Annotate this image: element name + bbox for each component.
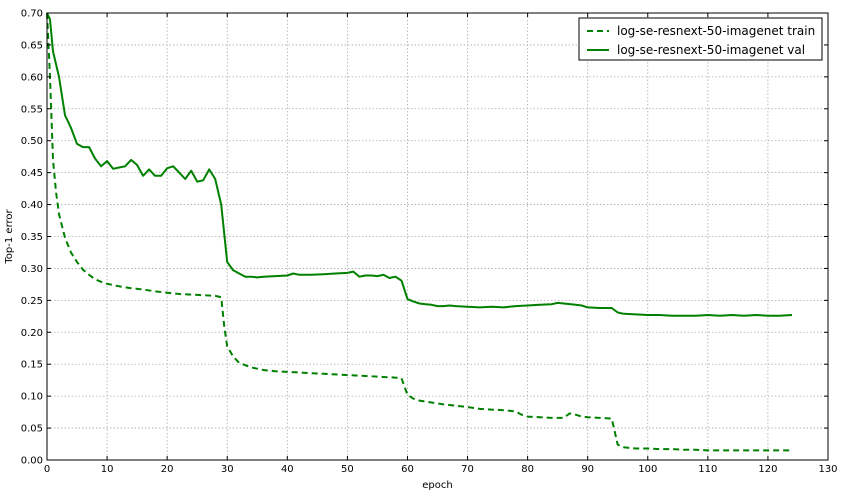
y-tick-label: 0.10 xyxy=(21,392,43,403)
y-tick-label: 0.20 xyxy=(21,328,43,339)
x-tick-label: 120 xyxy=(758,464,777,475)
x-tick-label: 80 xyxy=(521,464,534,475)
legend-entry-val: log-se-resnext-50-imagenet val xyxy=(617,43,805,57)
y-tick-label: 0.60 xyxy=(21,72,43,83)
grid xyxy=(47,13,828,460)
series-line-train xyxy=(46,12,792,452)
x-tick-label: 100 xyxy=(638,464,657,475)
legend-entry-train: log-se-resnext-50-imagenet train xyxy=(617,24,815,38)
x-tick-label: 110 xyxy=(698,464,717,475)
y-tick-label: 0.40 xyxy=(21,200,43,211)
y-tick-label: 0.25 xyxy=(21,296,43,307)
y-tick-label: 0.65 xyxy=(21,40,43,51)
x-tick-label: 130 xyxy=(818,464,837,475)
y-tick-label: 0.70 xyxy=(21,9,43,20)
x-tick-label: 0 xyxy=(44,464,50,475)
x-tick-label: 90 xyxy=(581,464,594,475)
y-axis-label: Top-1 error xyxy=(4,208,15,264)
plot-frame xyxy=(46,12,829,461)
y-tick-label: 0.00 xyxy=(21,456,43,467)
x-tick-label: 60 xyxy=(401,464,414,475)
y-tick-label: 0.30 xyxy=(21,264,43,275)
series-line-val xyxy=(46,12,793,317)
axis-ticks: 0 10 20 30 40 50 60 70 80 90 100 110 120 130 0.00 0.05 0… xyxy=(21,9,838,476)
legend: log-se-resnext-50-imagenet train log-se-… xyxy=(578,17,823,61)
y-tick-label: 0.35 xyxy=(21,232,43,243)
x-axis-label: epoch xyxy=(422,480,452,491)
x-tick-label: 70 xyxy=(461,464,474,475)
legend-box xyxy=(578,17,823,61)
x-tick-label: 40 xyxy=(281,464,294,475)
x-tick-label: 30 xyxy=(221,464,234,475)
y-tick-label: 0.55 xyxy=(21,104,43,115)
y-tick-label: 0.15 xyxy=(21,360,43,371)
x-tick-label: 10 xyxy=(101,464,114,475)
y-tick-label: 0.45 xyxy=(21,168,43,179)
series-lines xyxy=(46,12,793,452)
x-tick-label: 20 xyxy=(161,464,174,475)
y-tick-label: 0.05 xyxy=(21,424,43,435)
y-tick-label: 0.50 xyxy=(21,136,43,147)
x-tick-label: 50 xyxy=(341,464,354,475)
